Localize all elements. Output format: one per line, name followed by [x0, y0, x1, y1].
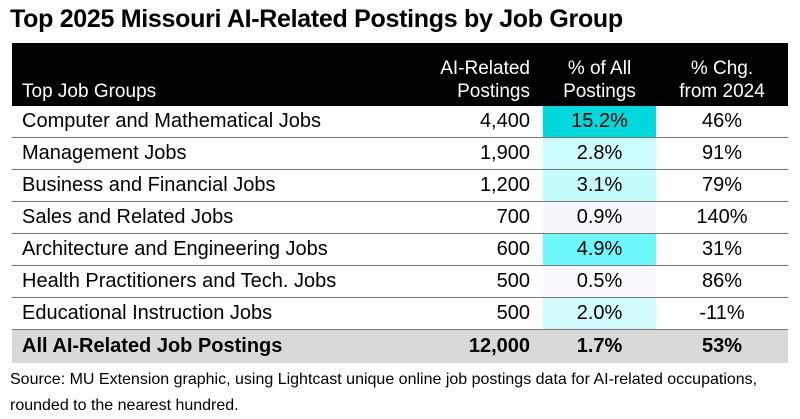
total-label: All AI-Related Job Postings — [22, 335, 283, 357]
header-ai-postings-line1: AI-Related — [440, 58, 530, 79]
table-row: Health Practitioners and Tech. Jobs 500 0.… — [12, 266, 788, 298]
header-pct-change-line1: % Chg. — [690, 58, 754, 79]
job-group-cell: Computer and Mathematical Jobs — [22, 110, 322, 132]
header-pct-change: % Chg. from 2024 — [656, 57, 788, 103]
pct-change-cell: 31% — [701, 238, 743, 260]
table-header: Top Job Groups AI-Related Postings % of … — [12, 43, 788, 106]
pct-all-cell: 0.9% — [543, 202, 656, 233]
postings-cell: 4,400 — [479, 110, 530, 132]
postings-cell: 500 — [496, 270, 530, 292]
table-row: Sales and Related Jobs 700 0.9% 140% — [12, 202, 788, 234]
job-group-cell: Business and Financial Jobs — [22, 174, 276, 196]
pct-change-cell: -11% — [699, 302, 745, 324]
source-note: Source: MU Extension graphic, using Ligh… — [10, 371, 758, 414]
table-body: Computer and Mathematical Jobs 4,400 15.2%… — [12, 106, 788, 330]
job-group-cell: Health Practitioners and Tech. Jobs — [22, 270, 337, 292]
postings-cell: 1,200 — [479, 174, 530, 196]
table-row: Business and Financial Jobs 1,200 3.1% 79% — [12, 170, 788, 202]
job-group-cell: Architecture and Engineering Jobs — [22, 238, 328, 260]
job-group-cell: Sales and Related Jobs — [22, 206, 234, 228]
table-row: Architecture and Engineering Jobs 600 4.9%… — [12, 234, 788, 266]
pct-change-cell: 86% — [701, 270, 743, 292]
pct-all-cell: 15.2% — [543, 106, 656, 137]
header-pct-all-line2: Postings — [563, 81, 636, 102]
table-row: Educational Instruction Jobs 500 2.0% -11% — [12, 298, 788, 330]
pct-change-cell: 79% — [701, 174, 743, 196]
pct-all-cell: 4.9% — [543, 234, 656, 265]
header-pct-change-line2: from 2024 — [679, 81, 765, 102]
header-job-groups: Top Job Groups — [22, 81, 157, 102]
pct-change-cell: 46% — [701, 110, 743, 132]
total-pct-all: 1.7% — [576, 335, 623, 357]
postings-table: Top Job Groups AI-Related Postings % of … — [12, 43, 788, 363]
postings-cell: 1,900 — [479, 142, 530, 164]
total-postings: 12,000 — [468, 335, 530, 357]
header-ai-postings: AI-Related Postings — [440, 57, 530, 103]
job-group-cell: Educational Instruction Jobs — [22, 302, 273, 324]
job-group-cell: Management Jobs — [22, 142, 187, 164]
pct-all-cell: 2.0% — [543, 298, 656, 329]
pct-change-cell: 140% — [696, 206, 748, 228]
pct-all-cell: 0.5% — [543, 266, 656, 297]
chart-title: Top 2025 Missouri AI-Related Postings by… — [10, 5, 623, 33]
pct-all-cell: 2.8% — [543, 138, 656, 169]
table-row: Computer and Mathematical Jobs 4,400 15.2%… — [12, 106, 788, 138]
total-pct-change: 53% — [701, 335, 743, 357]
total-row: All AI-Related Job Postings 12,000 1.7% … — [12, 330, 788, 363]
header-ai-postings-line2: Postings — [457, 81, 530, 102]
header-pct-all-line1: % of All — [567, 58, 632, 79]
pct-all-cell: 3.1% — [543, 170, 656, 201]
pct-change-cell: 91% — [701, 142, 743, 164]
postings-cell: 600 — [496, 238, 530, 260]
postings-cell: 500 — [496, 302, 530, 324]
postings-cell: 700 — [496, 206, 530, 228]
table-row: Management Jobs 1,900 2.8% 91% — [12, 138, 788, 170]
header-pct-all: % of All Postings — [543, 57, 656, 103]
